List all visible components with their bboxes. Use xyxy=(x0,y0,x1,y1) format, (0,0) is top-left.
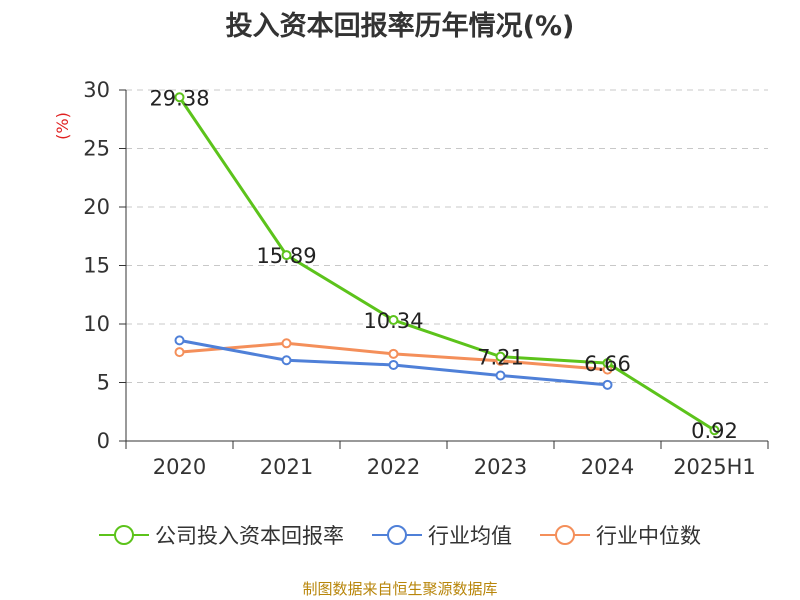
data-point xyxy=(709,425,720,436)
data-point xyxy=(281,355,292,366)
legend-item-company[interactable]: 公司投入资本回报率 xyxy=(99,520,344,550)
legend-item-industry-mean[interactable]: 行业均值 xyxy=(372,520,512,550)
data-label: 15.89 xyxy=(256,244,316,268)
x-tick-label: 2023 xyxy=(474,455,527,479)
data-point xyxy=(602,379,613,390)
y-tick-label: 15 xyxy=(83,254,110,278)
y-tick-label: 30 xyxy=(83,78,110,102)
legend-item-industry-median[interactable]: 行业中位数 xyxy=(540,520,701,550)
y-tick-label: 20 xyxy=(83,195,110,219)
data-point xyxy=(495,370,506,381)
data-point xyxy=(281,250,292,261)
legend-marker-industry-mean xyxy=(372,525,422,545)
series-lines xyxy=(174,92,720,436)
y-tick-label: 10 xyxy=(83,312,110,336)
x-tick-label: 2025H1 xyxy=(673,455,756,479)
data-label: 6.66 xyxy=(584,352,631,376)
legend-label-industry-mean: 行业均值 xyxy=(428,524,512,548)
chart-title: 投入资本回报率历年情况(%) xyxy=(225,11,575,42)
data-point xyxy=(388,315,399,326)
legend-label-industry-median: 行业中位数 xyxy=(596,524,701,548)
x-tick-label: 2022 xyxy=(367,455,420,479)
data-labels: 29.38 15.89 10.34 7.21 6.66 0.92 xyxy=(149,86,737,443)
data-point xyxy=(281,338,292,349)
grid-lines xyxy=(126,89,768,383)
data-label: 0.92 xyxy=(691,419,738,443)
data-point xyxy=(388,359,399,370)
data-label: 7.21 xyxy=(477,346,524,370)
x-tick-label: 2021 xyxy=(260,455,313,479)
x-tick-label: 2020 xyxy=(153,455,206,479)
data-point xyxy=(495,351,506,362)
data-point xyxy=(602,358,613,369)
legend-marker-company xyxy=(99,525,149,545)
y-tick-label: 5 xyxy=(97,371,110,395)
source-note: 制图数据来自恒生聚源数据库 xyxy=(302,580,498,598)
data-point xyxy=(174,335,185,346)
data-label: 10.34 xyxy=(363,309,423,333)
y-tick-label: 25 xyxy=(83,137,110,161)
data-point xyxy=(174,347,185,358)
series-line-0 xyxy=(178,96,716,432)
data-point xyxy=(388,348,399,359)
axes: 0 5 10 15 20 25 30 (%) 2020 2021 2022 2023 2024 2025H… xyxy=(53,78,769,479)
y-tick-label: 0 xyxy=(97,429,110,453)
legend-label-company: 公司投入资本回报率 xyxy=(155,524,344,548)
legend-marker-industry-median xyxy=(540,525,590,545)
x-tick-label: 2024 xyxy=(581,455,634,479)
y-axis-label: (%) xyxy=(53,112,72,140)
legend: 公司投入资本回报率 行业均值 行业中位数 xyxy=(0,520,800,550)
data-point xyxy=(174,92,185,103)
data-label: 29.38 xyxy=(149,86,209,110)
